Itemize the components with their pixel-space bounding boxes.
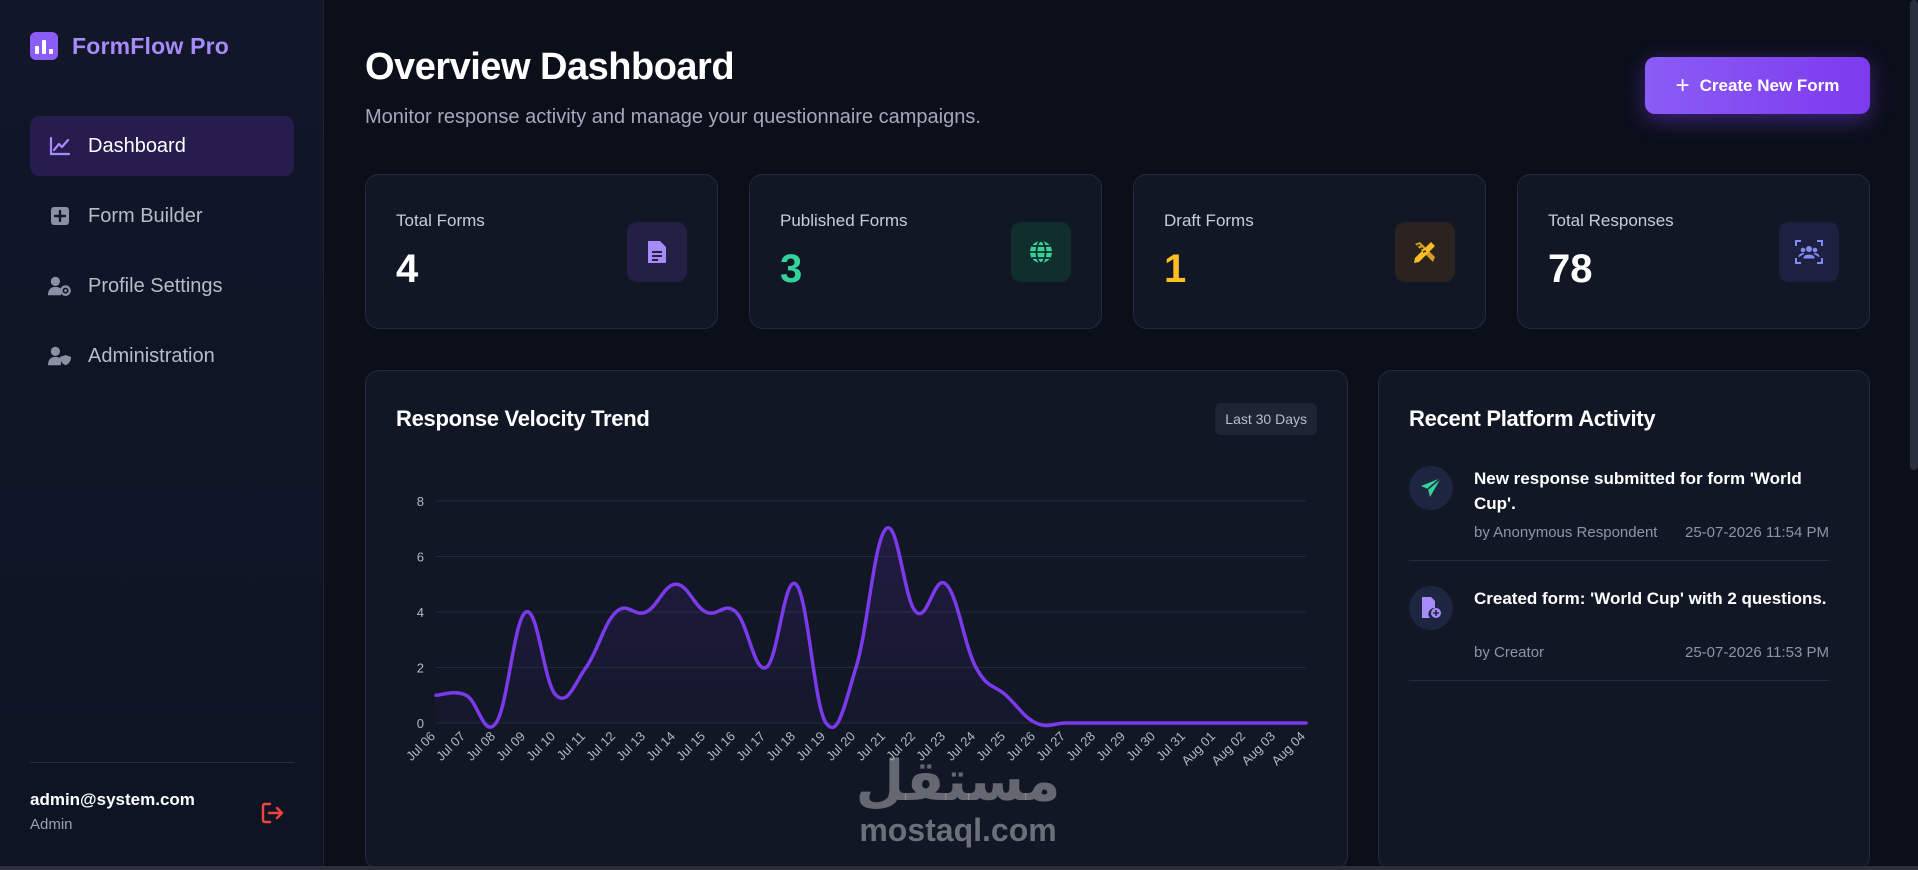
page-title: Overview Dashboard bbox=[365, 46, 735, 88]
bottom-edge bbox=[0, 866, 1918, 870]
stat-value: 3 bbox=[780, 247, 803, 291]
bar-chart-logo-icon bbox=[30, 32, 58, 60]
logout-button[interactable] bbox=[258, 798, 288, 828]
sidebar-item-form-builder[interactable]: Form Builder bbox=[30, 186, 294, 246]
x-tick-label: Jul 23 bbox=[913, 729, 948, 764]
user-gear-icon bbox=[48, 274, 72, 298]
x-tick-label: Jul 17 bbox=[733, 729, 768, 764]
x-tick-label: Jul 09 bbox=[493, 729, 528, 764]
stat-card-total-forms: Total Forms 4 bbox=[365, 174, 718, 329]
y-tick-label: 2 bbox=[417, 661, 424, 676]
x-tick-label: Jul 11 bbox=[554, 729, 588, 763]
stat-value: 4 bbox=[396, 247, 419, 291]
x-tick-label: Jul 14 bbox=[643, 729, 678, 764]
x-tick-label: Jul 10 bbox=[523, 729, 558, 764]
user-email: admin@system.com bbox=[30, 790, 195, 809]
y-tick-label: 6 bbox=[417, 550, 424, 565]
stat-label: Published Forms bbox=[780, 211, 908, 230]
plus-square-icon bbox=[48, 204, 72, 228]
sidebar-item-dashboard[interactable]: Dashboard bbox=[30, 116, 294, 176]
activity-text: Created form: 'World Cup' with 2 questio… bbox=[1474, 589, 1827, 608]
date-range-badge[interactable]: Last 30 Days bbox=[1215, 403, 1317, 435]
x-tick-label: Jul 18 bbox=[763, 729, 798, 764]
paper-plane-icon bbox=[1409, 466, 1453, 510]
recent-activity-card: Recent Platform Activity New response su… bbox=[1378, 370, 1870, 870]
document-icon bbox=[627, 222, 687, 282]
stat-label: Draft Forms bbox=[1164, 211, 1254, 230]
activity-author: by Anonymous Respondent bbox=[1474, 524, 1658, 541]
sidebar-item-label: Form Builder bbox=[88, 204, 203, 227]
stat-label: Total Forms bbox=[396, 211, 485, 230]
x-tick-label: Jul 16 bbox=[703, 729, 738, 764]
user-role: Admin bbox=[30, 816, 73, 833]
series-area bbox=[436, 527, 1306, 728]
x-tick-label: Aug 04 bbox=[1268, 729, 1308, 769]
user-shield-icon bbox=[48, 344, 72, 368]
chart-title: Response Velocity Trend bbox=[396, 406, 650, 431]
response-velocity-chart-card: Response Velocity Trend Last 30 Days 0 2 4… bbox=[365, 370, 1348, 870]
x-tick-label: Jul 28 bbox=[1063, 729, 1098, 764]
chart-line-icon bbox=[48, 134, 72, 158]
logout-icon bbox=[261, 802, 284, 824]
y-tick-label: 0 bbox=[417, 716, 424, 731]
x-tick-label: Jul 25 bbox=[973, 729, 1008, 764]
sidebar-item-label: Profile Settings bbox=[88, 274, 223, 297]
x-tick-label: Jul 08 bbox=[463, 729, 498, 764]
page-subtitle: Monitor response activity and manage you… bbox=[365, 106, 981, 128]
x-tick-label: Jul 30 bbox=[1123, 729, 1158, 764]
stat-value: 1 bbox=[1164, 247, 1187, 291]
sidebar-nav: Dashboard Form Builder Profile Settings … bbox=[30, 116, 294, 396]
stat-label: Total Responses bbox=[1548, 211, 1674, 230]
y-tick-label: 8 bbox=[417, 494, 424, 509]
sidebar-item-profile-settings[interactable]: Profile Settings bbox=[30, 256, 294, 316]
x-tick-label: Jul 06 bbox=[403, 729, 438, 764]
sidebar-divider bbox=[30, 762, 294, 763]
activity-time: 25-07-2026 11:54 PM bbox=[1685, 524, 1829, 541]
activity-title: Recent Platform Activity bbox=[1409, 406, 1656, 431]
y-tick-label: 4 bbox=[417, 605, 424, 620]
brand[interactable]: FormFlow Pro bbox=[30, 32, 229, 60]
activity-item[interactable]: New response submitted for form 'World C… bbox=[1409, 466, 1829, 561]
page-scrollbar[interactable] bbox=[1910, 0, 1918, 470]
brand-name: FormFlow Pro bbox=[72, 32, 230, 59]
globe-icon bbox=[1011, 222, 1071, 282]
pencil-ruler-icon bbox=[1395, 222, 1455, 282]
activity-meta: by Creator 25-07-2026 11:53 PM bbox=[1474, 644, 1829, 661]
x-tick-label: Jul 24 bbox=[943, 729, 978, 764]
stat-card-published-forms: Published Forms 3 bbox=[749, 174, 1102, 329]
create-new-form-button[interactable]: + Create New Form bbox=[1645, 57, 1870, 114]
x-tick-label: Jul 27 bbox=[1033, 729, 1068, 764]
sidebar-item-label: Dashboard bbox=[88, 134, 186, 157]
stat-card-draft-forms: Draft Forms 1 bbox=[1133, 174, 1486, 329]
x-tick-label: Jul 20 bbox=[823, 729, 858, 764]
x-tick-label: Jul 07 bbox=[433, 729, 468, 764]
activity-text: New response submitted for form 'World C… bbox=[1474, 469, 1802, 513]
x-tick-label: Jul 15 bbox=[673, 729, 708, 764]
sidebar-item-label: Administration bbox=[88, 344, 215, 367]
sidebar: FormFlow Pro Dashboard Form Builder Prof… bbox=[0, 0, 324, 870]
plus-icon: + bbox=[1675, 71, 1690, 99]
x-tick-label: Jul 22 bbox=[883, 729, 918, 764]
series-line bbox=[434, 526, 1308, 730]
file-plus-icon bbox=[1409, 586, 1453, 630]
activity-meta: by Anonymous Respondent 25-07-2026 11:54… bbox=[1474, 524, 1829, 541]
sidebar-item-administration[interactable]: Administration bbox=[30, 326, 294, 386]
x-tick-label: Jul 29 bbox=[1093, 729, 1128, 764]
stat-value: 78 bbox=[1548, 247, 1593, 291]
x-tick-label: Jul 26 bbox=[1003, 729, 1038, 764]
x-tick-label: Jul 19 bbox=[793, 729, 828, 764]
stat-card-total-responses: Total Responses 78 bbox=[1517, 174, 1870, 329]
users-icon bbox=[1779, 222, 1839, 282]
x-tick-label: Jul 13 bbox=[613, 729, 648, 764]
activity-item[interactable]: Created form: 'World Cup' with 2 questio… bbox=[1409, 586, 1829, 681]
x-tick-label: Jul 12 bbox=[583, 729, 618, 764]
activity-author: by Creator bbox=[1474, 644, 1545, 661]
activity-time: 25-07-2026 11:53 PM bbox=[1685, 644, 1829, 661]
x-tick-label: Jul 21 bbox=[853, 729, 888, 764]
create-new-form-label: Create New Form bbox=[1699, 75, 1840, 95]
